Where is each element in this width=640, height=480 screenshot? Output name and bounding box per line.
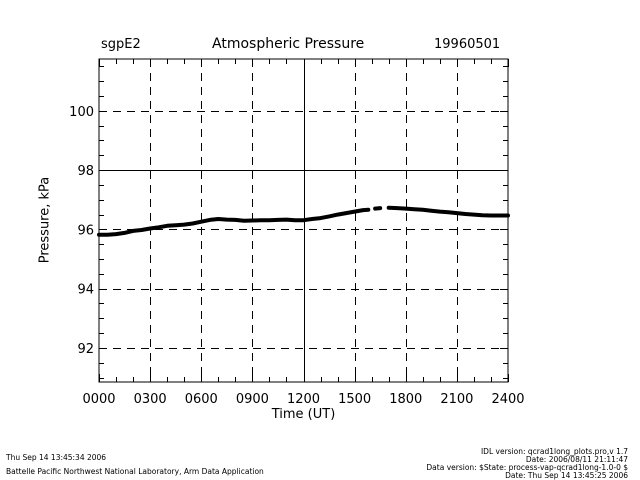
x-tick-label: 2100 — [440, 392, 473, 407]
x-tick-label: 1800 — [389, 392, 422, 407]
footer-timestamp: Thu Sep 14 13:45:34 2006 — [6, 453, 107, 462]
footer-idl-version: IDL version: qcrad1long_plots.pro,v 1.7 — [480, 447, 628, 456]
x-tick-labels: 0000 0300 0600 0900 1200 1500 1800 2100 2400 — [82, 392, 524, 407]
y-tick-label: 96 — [77, 223, 94, 238]
y-tick-label: 100 — [69, 105, 94, 120]
site-id: sgpE2 — [101, 37, 141, 52]
y-tick-labels: 92 94 96 98 100 — [69, 105, 94, 357]
x-axis-label: Time (UT) — [271, 407, 336, 422]
y-tick-label: 94 — [77, 283, 94, 298]
y-tick-label: 98 — [77, 164, 94, 179]
y-axis-label: Pressure, kPa — [37, 176, 53, 264]
pressure-series — [97, 205, 510, 237]
chart-title: Atmospheric Pressure — [212, 36, 365, 52]
x-tick-label: 0000 — [82, 392, 115, 407]
pressure-line-segment — [373, 206, 383, 211]
plot-frame — [98, 58, 509, 383]
footer-data-date: Date: Thu Sep 14 13:45:25 2006 — [505, 471, 628, 480]
footer-data-version: Data version: $State: process-vap-qcrad1… — [426, 463, 628, 472]
y-tick-label: 92 — [77, 342, 94, 357]
x-tick-label: 2400 — [491, 392, 524, 407]
chart-date: 19960501 — [434, 37, 501, 52]
pressure-line-segment — [386, 205, 510, 218]
x-tick-label: 1500 — [338, 392, 371, 407]
x-tick-label: 0300 — [134, 392, 167, 407]
footer-idl-date: Date: 2006/08/11 21:11:47 — [525, 455, 628, 464]
footer-lab: Battelle Pacific Northwest National Labo… — [6, 467, 264, 476]
x-tick-label: 0600 — [185, 392, 218, 407]
x-tick-label: 0900 — [236, 392, 269, 407]
x-tick-label: 1200 — [287, 392, 320, 407]
axis-ticks — [99, 59, 509, 382]
pressure-line-segment — [97, 207, 371, 237]
